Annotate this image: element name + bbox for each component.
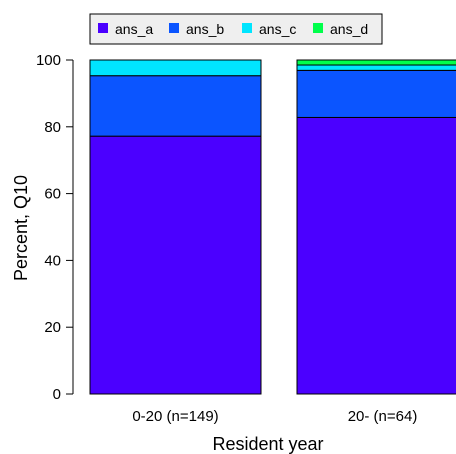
y-tick-label: 80 [44,119,61,136]
bar-segment-ans_d-2 [296,59,456,66]
y-tick-label: 100 [36,52,61,69]
legend-swatch-ans_d [313,23,323,33]
bars-group [89,59,456,395]
legend-swatch-ans_c [242,23,252,33]
chart-legend: ans_a ans_b ans_c ans_d [89,13,383,45]
bar-segment-ans_a-2 [296,116,456,395]
x-tick-label: 20- (n=64) [348,408,418,425]
bar-segment-ans_b-1 [89,75,262,137]
legend-swatch-ans_b [169,23,179,33]
bar-segment-ans_c-1 [89,59,262,77]
x-axis: 0-20 (n=149) 20- (n=64) [132,408,417,425]
bar-segment-ans_c-2 [296,64,456,71]
bar-segment-ans_b-2 [296,69,456,118]
legend-label-ans_c: ans_c [259,21,296,37]
legend-swatch-ans_a [98,23,108,33]
y-tick-label: 20 [44,319,61,336]
x-tick-label: 0-20 (n=149) [132,408,218,425]
bar-segment-ans_a-1 [89,135,262,395]
legend-box [89,13,383,45]
y-tick-label: 40 [44,252,61,269]
y-axis-title: Percent, Q10 [11,175,31,281]
legend-label-ans_b: ans_b [186,21,224,37]
y-axis: 0 20 40 60 80 100 [36,52,74,403]
y-tick-label: 0 [53,386,61,403]
x-axis-title: Resident year [212,434,323,454]
legend-label-ans_a: ans_a [115,21,153,37]
y-tick-label: 60 [44,186,61,203]
legend-label-ans_d: ans_d [330,21,368,37]
